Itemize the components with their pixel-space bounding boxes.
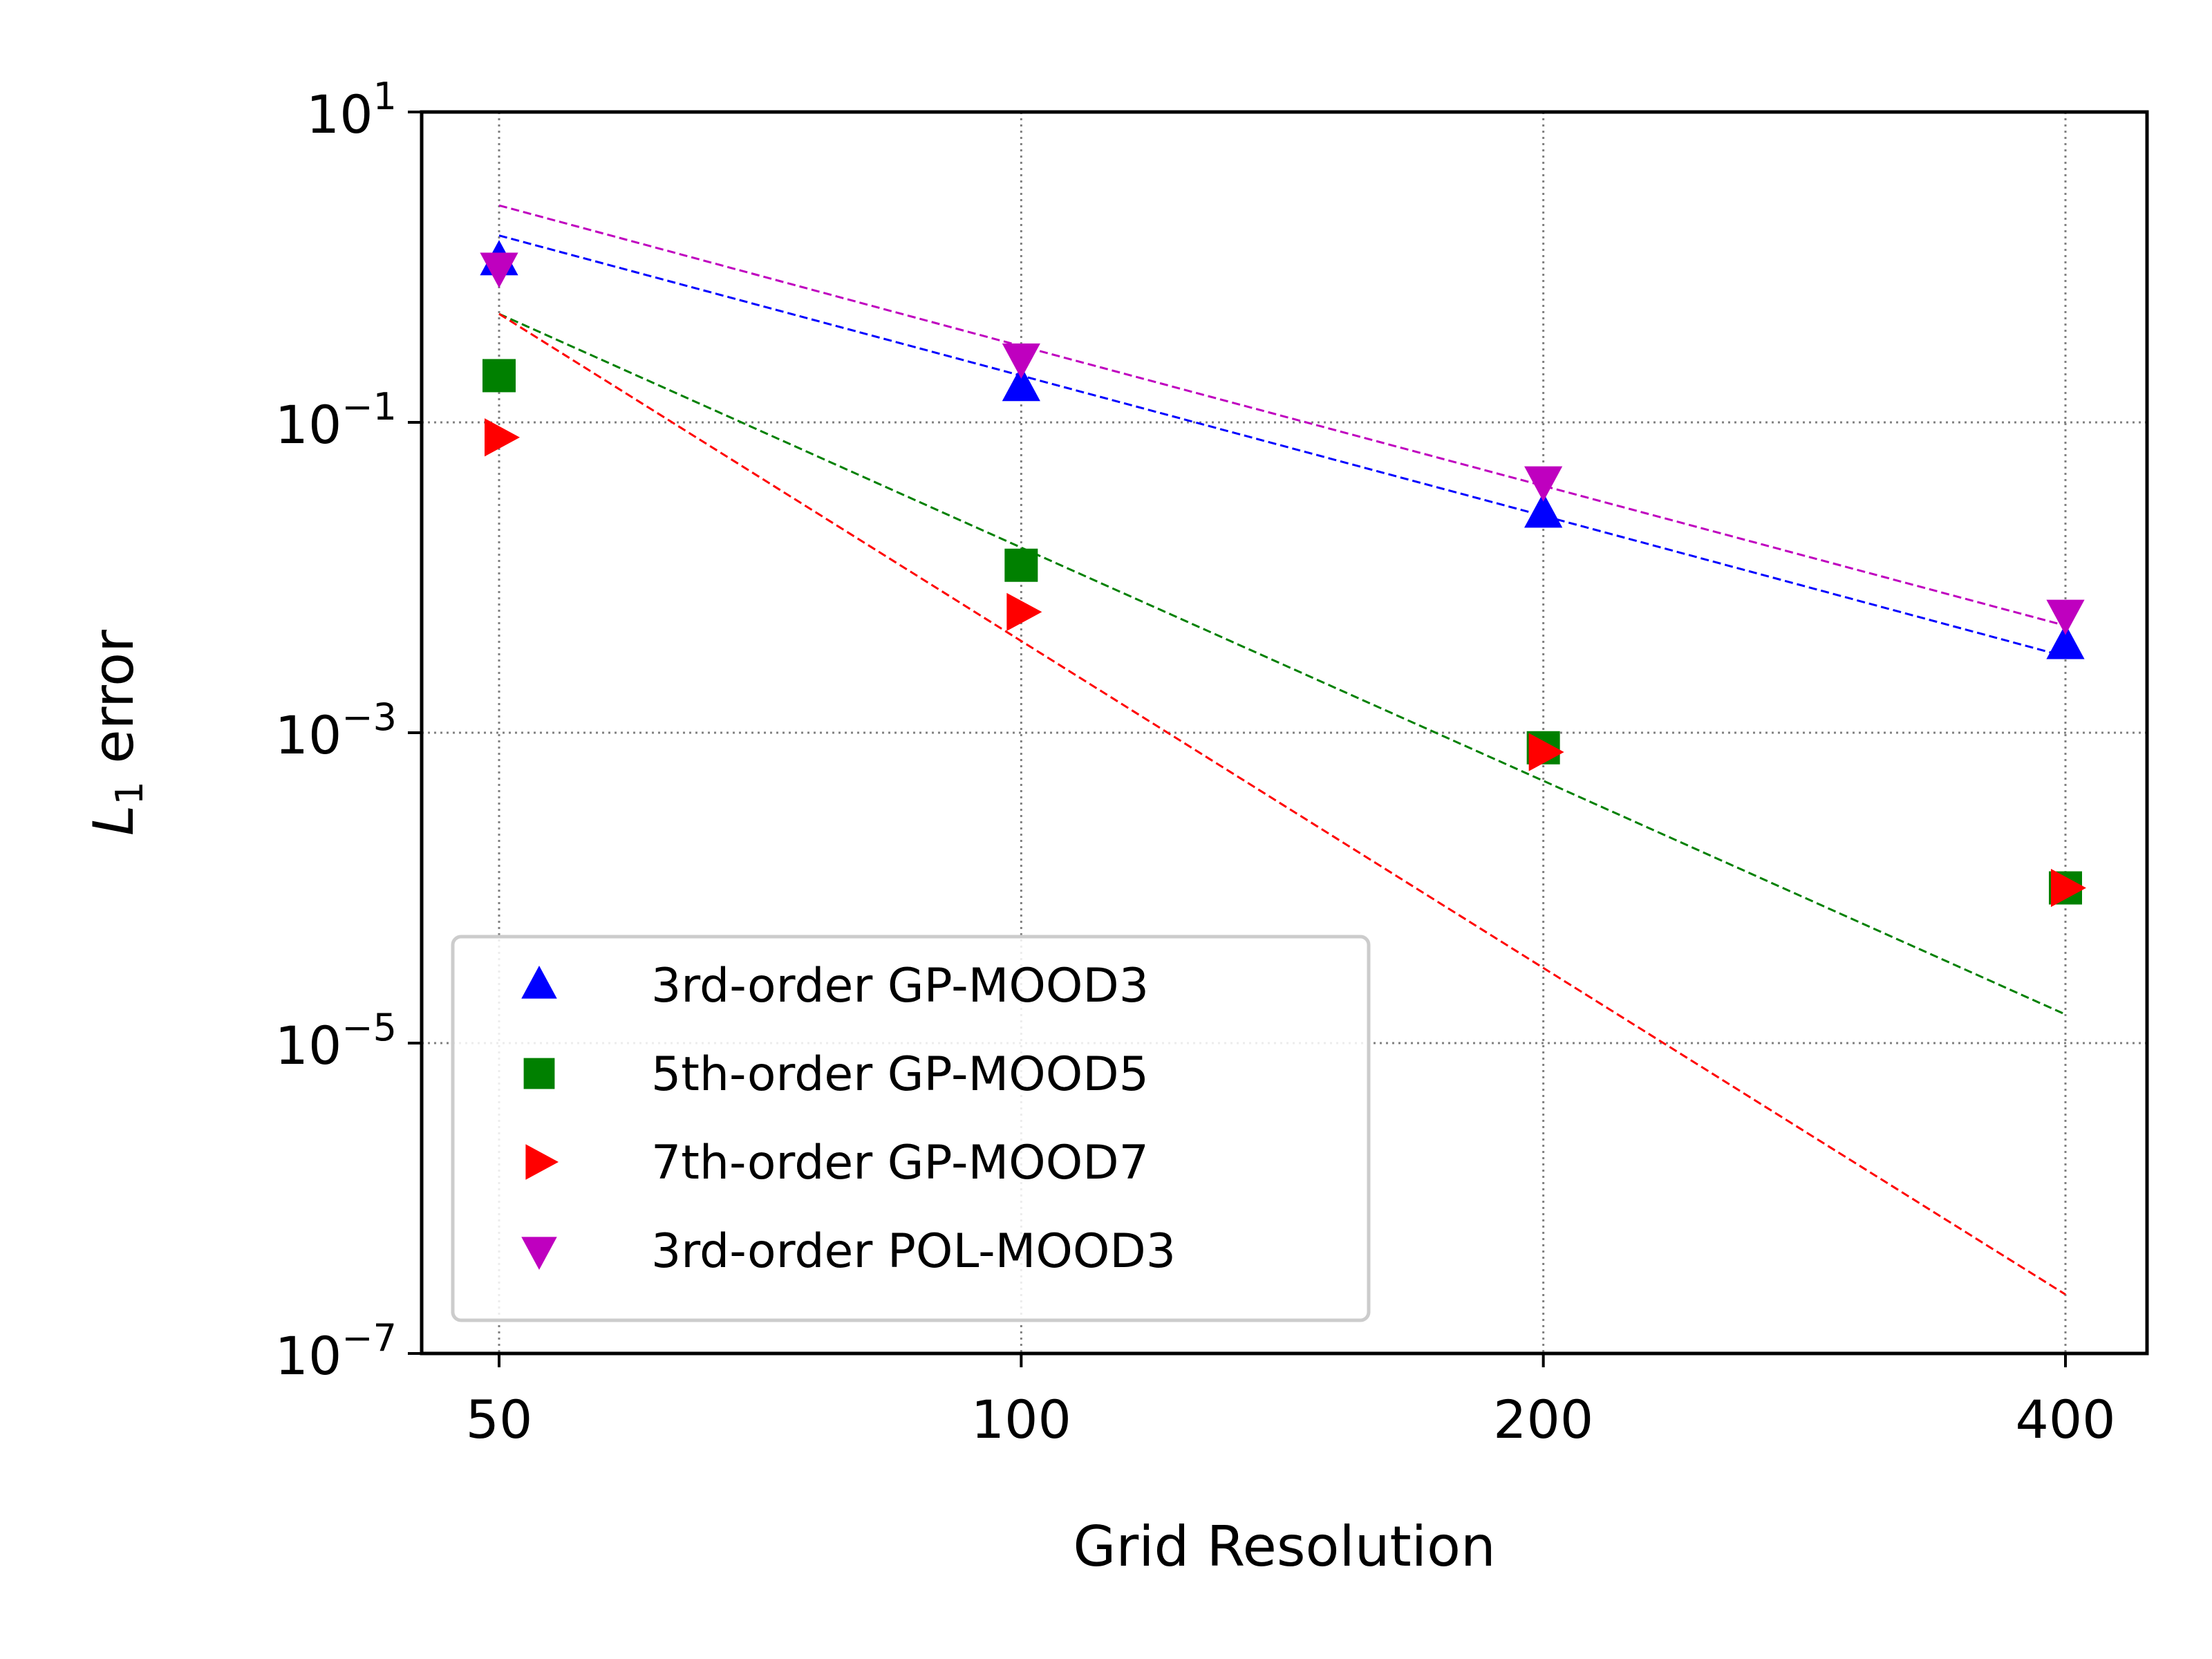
legend-marker-2: [523, 1058, 555, 1089]
y-axis-title-main: L: [82, 805, 146, 836]
y-tick-exponent: −7: [341, 1316, 397, 1360]
y-axis-title-subscript: 1: [108, 781, 151, 805]
y-tick-base: 10: [275, 1325, 342, 1387]
y-tick-base: 10: [275, 704, 342, 766]
legend-marker-3: [525, 1144, 559, 1180]
y-axis-title-rest: error: [82, 630, 146, 781]
legend-label-4: 3rd-order POL-MOOD3: [651, 1224, 1176, 1279]
marker-series-4: [480, 252, 518, 288]
marker-series-1: [1002, 366, 1040, 402]
x-tick-label: 50: [466, 1389, 533, 1450]
marker-series-3: [1528, 733, 1564, 771]
legend-marker-1: [521, 966, 557, 999]
x-tick-label: 100: [971, 1389, 1071, 1450]
legend: 3rd-order GP-MOOD3 5th-order GP-MOOD5 7th-…: [451, 935, 1371, 1322]
x-tick-label: 200: [1493, 1389, 1593, 1450]
y-tick-label: 101: [306, 75, 397, 145]
legend-marker-4: [521, 1237, 557, 1270]
y-tick-base: 10: [275, 1015, 342, 1076]
fit-line-series-3: [498, 312, 2066, 1295]
marker-series-4: [2046, 599, 2085, 635]
marker-series-1: [2046, 624, 2085, 659]
y-tick-label: 10−1: [275, 385, 397, 456]
marker-series-4: [1524, 466, 1563, 502]
marker-series-2: [482, 359, 516, 393]
data-markers: [480, 240, 2086, 908]
marker-series-1: [1524, 492, 1563, 528]
y-tick-exponent: −1: [341, 385, 397, 429]
y-tick-base: 10: [275, 394, 342, 456]
y-axis-title: L1 error: [82, 630, 151, 836]
legend-box: [451, 935, 1371, 1322]
x-axis-title: Grid Resolution: [1073, 1515, 1495, 1579]
legend-label-1: 3rd-order GP-MOOD3: [651, 959, 1149, 1013]
y-tick-label: 10−7: [275, 1316, 397, 1387]
y-tick-exponent: −5: [341, 1006, 397, 1049]
marker-series-4: [1002, 343, 1040, 379]
y-tick-base: 10: [306, 84, 373, 145]
fit-line-series-4: [498, 204, 2066, 627]
fit-line-series-1: [498, 234, 2066, 658]
y-tick-exponent: −3: [341, 695, 397, 739]
y-tick-label: 10−5: [275, 1006, 397, 1076]
marker-series-2: [1004, 548, 1038, 582]
legend-label-3: 7th-order GP-MOOD7: [651, 1136, 1149, 1190]
y-tick-label: 10−3: [275, 695, 397, 766]
y-tick-exponent: 1: [373, 75, 397, 118]
fit-lines: [498, 204, 2066, 1295]
x-tick-label: 400: [2015, 1389, 2115, 1450]
marker-series-3: [2051, 868, 2086, 908]
marker-series-3: [485, 418, 520, 457]
legend-label-2: 5th-order GP-MOOD5: [651, 1047, 1149, 1102]
marker-series-3: [1006, 592, 1042, 631]
